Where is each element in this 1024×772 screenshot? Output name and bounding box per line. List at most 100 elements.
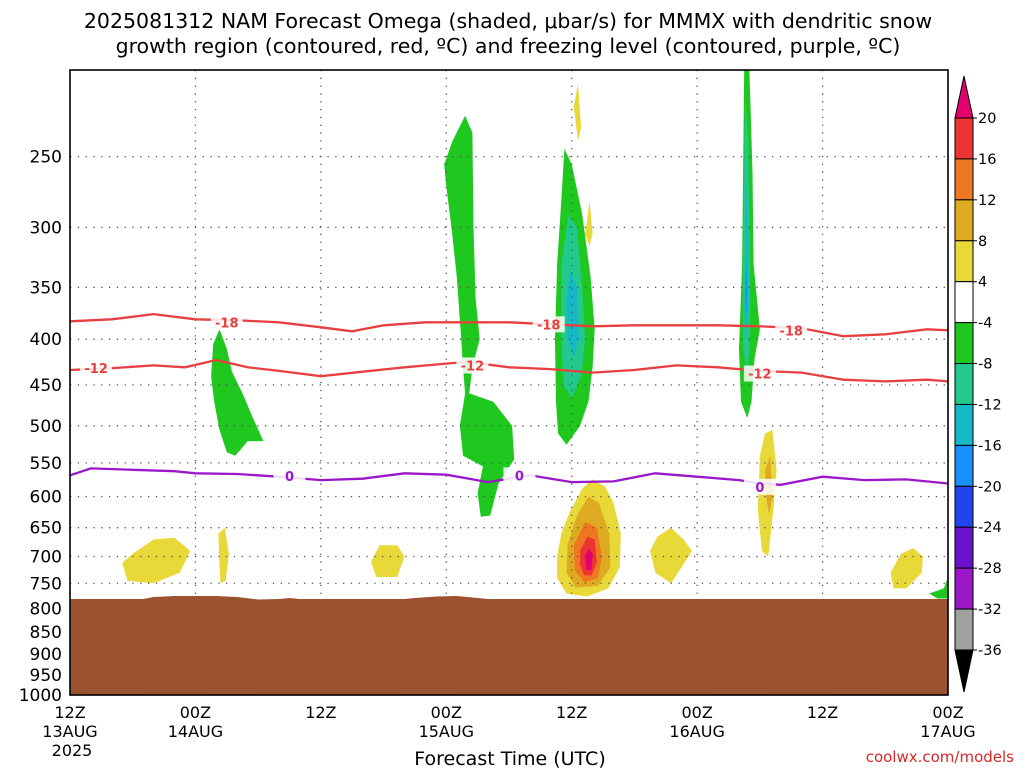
plot-border	[69, 69, 949, 696]
y-tick-label: 550	[30, 454, 62, 474]
year-label: 2025	[52, 741, 93, 760]
omega-region-14	[585, 200, 593, 247]
contour-label: 0	[755, 481, 764, 496]
colorbar-swatch	[954, 158, 974, 201]
omega-region-9	[929, 577, 948, 599]
contour-label: -18	[779, 324, 803, 339]
colorbar-swatch	[954, 240, 974, 283]
y-tick-label: 300	[30, 218, 62, 238]
omega-region-1	[444, 115, 515, 517]
contour-label: 0	[515, 469, 524, 484]
colorbar-swatch	[954, 322, 974, 365]
y-tick-label: 700	[30, 547, 62, 567]
colorbar-label: -28	[978, 561, 1002, 577]
x-tick-date: 15AUG	[419, 722, 474, 741]
y-axis: 2503003504004505005506006507007508008509…	[19, 148, 62, 706]
x-tick-time: 12Z	[305, 703, 336, 722]
x-tick-time: 00Z	[180, 703, 211, 722]
omega-region-19	[585, 548, 593, 571]
colorbar-label: 4	[978, 275, 987, 291]
chart-title-line-2: growth region (contoured, red, ºC) and f…	[116, 34, 901, 58]
contour-label: -18	[537, 318, 561, 333]
y-tick-label: 950	[30, 666, 62, 686]
y-tick-label: 450	[30, 376, 62, 396]
contour-label: -18	[215, 316, 239, 331]
y-tick-label: 650	[30, 519, 62, 539]
contour-label-bg	[743, 365, 776, 382]
contour-label-bg	[456, 357, 489, 374]
colorbar-label: -20	[978, 479, 1002, 495]
contour-label-bg	[210, 314, 243, 331]
y-tick-label: 1000	[19, 686, 62, 706]
colorbar-label: -24	[978, 520, 1002, 536]
watermark: coolwx.com/models	[866, 748, 1014, 766]
terrain-fill	[70, 596, 948, 695]
omega-region-20	[650, 527, 692, 584]
omega-region-7	[744, 186, 749, 340]
x-tick-time: 12Z	[556, 703, 587, 722]
y-tick-label: 250	[30, 148, 62, 168]
x-tick-time: 12Z	[807, 703, 838, 722]
colorbar-swatch	[954, 403, 974, 446]
colorbar-label: -12	[978, 397, 1002, 413]
y-tick-label: 800	[30, 599, 62, 619]
omega-region-11	[218, 527, 229, 584]
x-tick-time: 00Z	[681, 703, 712, 722]
omega-region-13	[573, 83, 582, 141]
x-tick-time: 00Z	[932, 703, 963, 722]
contour-label: -12	[748, 368, 772, 383]
colorbar-bottom-arrow	[954, 649, 974, 693]
omega-region-12	[371, 545, 405, 577]
colorbar-label: 12	[978, 193, 996, 209]
colorbar-label: -36	[978, 643, 1002, 659]
colorbar-swatch	[954, 567, 974, 610]
contour-label-bg	[532, 316, 565, 333]
x-tick-date: 13AUG	[42, 722, 97, 741]
colorbar-swatch	[954, 444, 974, 487]
contour-label-bg	[743, 478, 776, 495]
colorbar-swatch	[954, 608, 974, 651]
colorbar-top-arrow	[954, 75, 974, 119]
contour-label-bg	[775, 322, 808, 339]
y-tick-label: 500	[30, 417, 62, 437]
plot-area	[70, 70, 948, 695]
contours: -18 -18 -18 -12 -12 -12 0 0 0	[69, 312, 949, 496]
y-tick-label: 750	[30, 574, 62, 594]
contour-label: -12	[84, 362, 108, 377]
colorbar: 20 16 12 8 4 -4 -8 -12 -16 -20 -24 -28 -32 -36	[954, 75, 1002, 693]
colorbar-label: -8	[978, 357, 992, 373]
terrain	[70, 596, 948, 695]
y-tick-label: 850	[30, 623, 62, 643]
contour-label: 0	[285, 470, 294, 485]
y-tick-label: 350	[30, 278, 62, 298]
colorbar-swatch	[954, 526, 974, 569]
x-tick-date: 17AUG	[920, 722, 975, 741]
contour-label-bg	[503, 467, 536, 484]
omega-region-8	[745, 264, 748, 315]
colorbar-label: 16	[978, 152, 996, 168]
x-tick-time: 00Z	[431, 703, 462, 722]
colorbar-label: -16	[978, 438, 1002, 454]
x-axis-label: Forecast Time (UTC)	[414, 748, 605, 768]
y-tick-label: 400	[30, 330, 62, 350]
y-tick-label: 900	[30, 645, 62, 665]
colorbar-swatch	[954, 485, 974, 528]
x-tick-date: 14AUG	[168, 722, 223, 741]
colorbar-label: 8	[978, 234, 987, 250]
colorbar-swatch	[954, 281, 974, 324]
colorbar-label: 20	[978, 111, 996, 127]
colorbar-swatch	[954, 199, 974, 242]
y-tick-label: 600	[30, 488, 62, 508]
colorbar-label: -32	[978, 602, 1002, 618]
colorbar-swatch	[954, 117, 974, 160]
x-tick-time: 12Z	[54, 703, 85, 722]
contour-label-bg	[80, 360, 113, 377]
omega-region-4	[566, 270, 579, 359]
plot-frame	[69, 69, 949, 696]
omega-region-10	[122, 537, 191, 584]
colorbar-swatch	[954, 363, 974, 405]
contour-label-bg	[273, 468, 306, 485]
x-tick-date: 16AUG	[669, 722, 724, 741]
